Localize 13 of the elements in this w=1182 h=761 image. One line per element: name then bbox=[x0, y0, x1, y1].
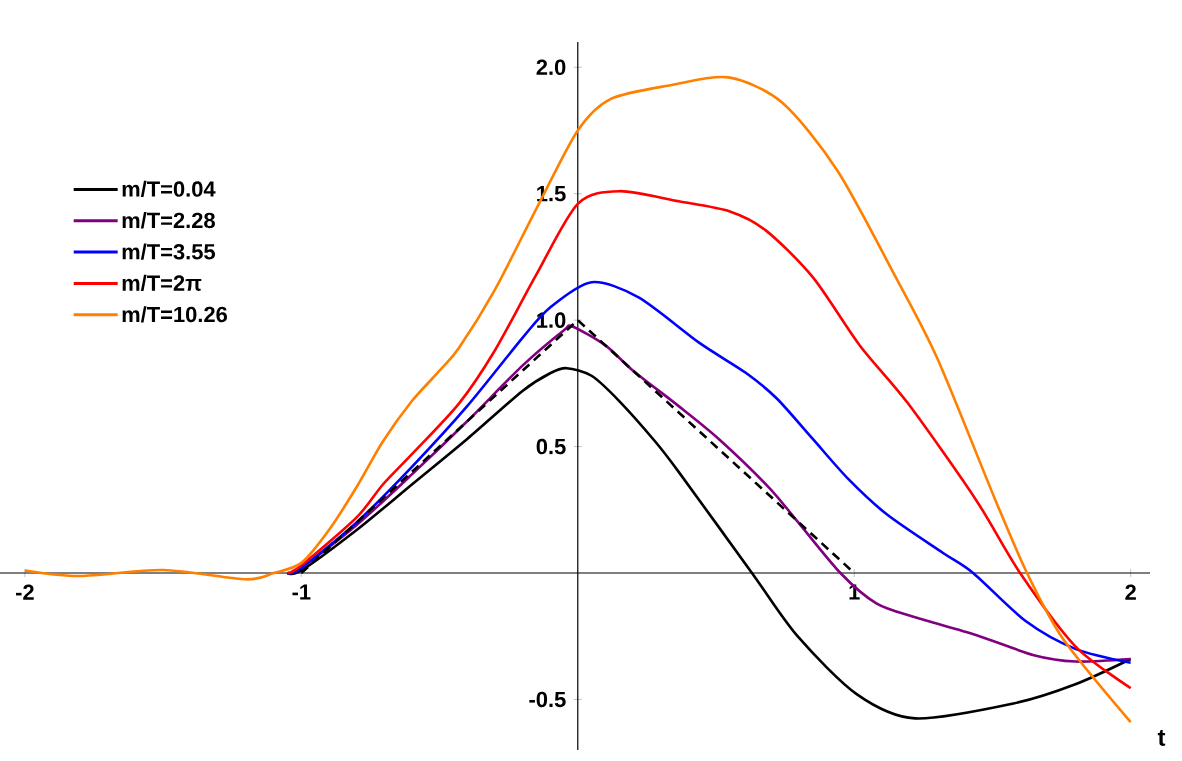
x-tick-label: -2 bbox=[16, 584, 34, 600]
legend-label: m/T=0.04 bbox=[122, 180, 216, 198]
legend-label: m/T=10.26 bbox=[122, 306, 228, 323]
legend-label: m/T=2.28 bbox=[122, 212, 215, 229]
x-tick-label: 2 bbox=[1125, 584, 1136, 600]
y-tick-label: 2.0 bbox=[536, 59, 566, 76]
y-tick-label: 1.0 bbox=[537, 312, 566, 328]
x-axis-title: t bbox=[1157, 730, 1166, 746]
y-tick-label: -0.5 bbox=[529, 691, 566, 708]
x-tick-label: -1 bbox=[292, 584, 311, 600]
legend-label: m/T=2π bbox=[122, 274, 202, 292]
y-tick-label: 0.5 bbox=[536, 438, 566, 455]
legend-label: m/T=3.55 bbox=[122, 243, 215, 260]
